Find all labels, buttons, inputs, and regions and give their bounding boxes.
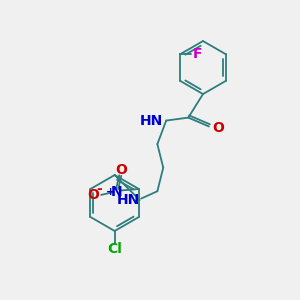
Text: O: O — [115, 164, 127, 178]
Text: F: F — [193, 47, 202, 61]
Text: -: - — [96, 182, 102, 196]
Text: O: O — [212, 121, 224, 135]
Text: +: + — [106, 187, 115, 197]
Text: O: O — [87, 188, 99, 202]
Text: HN: HN — [140, 114, 163, 128]
Text: HN: HN — [116, 193, 140, 207]
Text: N: N — [111, 185, 123, 199]
Text: Cl: Cl — [107, 242, 122, 256]
